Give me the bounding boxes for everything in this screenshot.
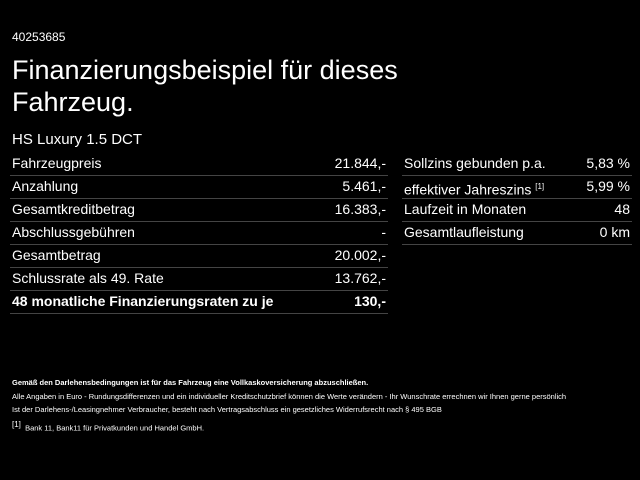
subtitle: HS Luxury 1.5 DCT [12,131,143,148]
footnote-ref: [1] [535,182,545,191]
table-row: effektiver Jahreszins [1] 5,99 % [402,175,632,199]
row-value: 16.383,- [334,201,386,217]
table-row: Gesamtbetrag 20.002,- [10,244,388,268]
table-row: 48 monatliche Finanzierungsraten zu je 13… [10,290,388,314]
row-value: 0 km [599,224,630,240]
table-row: Schlussrate als 49. Rate 13.762,- [10,267,388,291]
row-value: 21.844,- [334,155,386,171]
row-label: Anzahlung [12,178,79,194]
note: Ist der Darlehens-/Leasingnehmer Verbrau… [12,405,442,414]
row-label: Fahrzeugpreis [12,155,102,171]
row-value: 5,83 % [586,155,630,171]
row-label: Gesamtbetrag [12,247,101,263]
table-row: Gesamtkreditbetrag 16.383,- [10,198,388,222]
row-value: 5,99 % [586,178,630,194]
row-label: 48 monatliche Finanzierungsraten zu je [12,293,274,309]
footnote: [1] Bank 11, Bank11 für Privatkunden und… [12,420,204,433]
row-value: - [381,224,386,240]
row-value: 20.002,- [334,247,386,263]
note: Alle Angaben in Euro - Rundungsdifferenz… [12,392,567,401]
bold-note: Gemäß den Darlehensbedingungen ist für d… [12,378,369,387]
table-row: Abschlussgebühren - [10,221,388,245]
row-value: 5.461,- [342,178,386,194]
row-value: 48 [614,201,630,217]
row-label: Sollzins gebunden p.a. [404,155,546,171]
row-label: Gesamtkreditbetrag [12,201,135,217]
row-label: effektiver Jahreszins [1] [404,181,545,198]
table-row: Gesamtlaufleistung 0 km [402,221,632,245]
title-line: Fahrzeug. [12,87,134,117]
table-row: Sollzins gebunden p.a. 5,83 % [402,152,632,176]
row-label: Schlussrate als 49. Rate [12,270,164,286]
row-label: Gesamtlaufleistung [404,224,524,240]
row-value: 130,- [354,293,386,309]
table-row: Laufzeit in Monaten 48 [402,198,632,222]
table-row: Fahrzeugpreis 21.844,- [10,152,388,176]
row-label: Laufzeit in Monaten [404,201,527,217]
row-label: Abschlussgebühren [12,224,135,240]
vehicle-id: 40253685 [12,30,66,44]
row-value: 13.762,- [334,270,386,286]
title-line: Finanzierungsbeispiel für dieses [12,55,398,85]
footnote-marker: [1] [12,420,21,429]
table-row: Anzahlung 5.461,- [10,175,388,199]
footnote-text: Bank 11, Bank11 für Privatkunden und Han… [25,423,205,433]
